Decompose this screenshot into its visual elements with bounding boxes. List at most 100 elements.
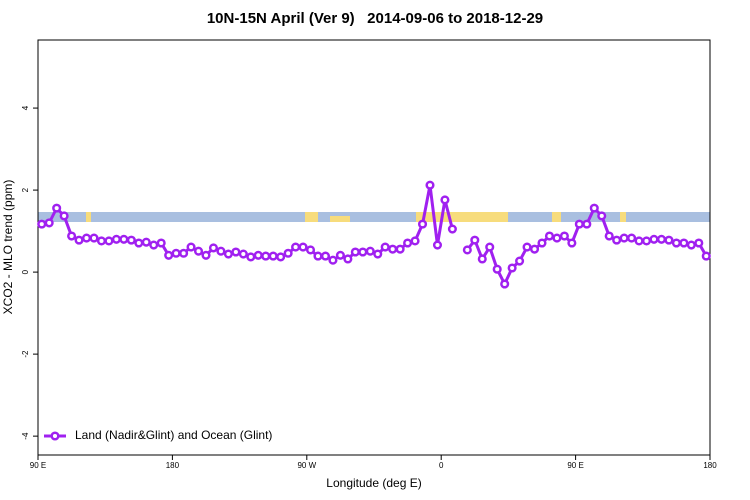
data-point (552, 233, 562, 243)
data-point (627, 233, 637, 243)
data-point (656, 234, 667, 244)
data-point (395, 244, 405, 254)
data-point (641, 236, 652, 246)
data-point (492, 264, 502, 274)
data-point (350, 247, 360, 257)
data-point (619, 233, 629, 243)
data-point (612, 235, 622, 245)
data-point (44, 218, 54, 228)
data-point (440, 195, 450, 205)
y-axis-label: XCO2 - MLO trend (ppm) (1, 180, 15, 315)
x-tick-label: 90 E (567, 461, 583, 470)
data-point (335, 250, 345, 260)
data-point (201, 250, 211, 260)
plot-frame (37, 39, 711, 456)
data-point (156, 238, 166, 248)
data-point (477, 254, 487, 264)
data-point (171, 248, 181, 258)
data-point (119, 234, 129, 244)
data-point (305, 245, 316, 255)
data-point (686, 240, 696, 250)
data-point (186, 242, 196, 252)
data-point (589, 203, 599, 213)
land-strip (620, 212, 626, 222)
y-tick-label: 2 (21, 187, 30, 192)
y-tick-label: 0 (21, 269, 30, 274)
data-point (522, 242, 532, 252)
data-point (126, 235, 136, 245)
data-point (358, 247, 368, 257)
data-point (111, 234, 121, 244)
data-point (410, 236, 420, 246)
data-point (298, 242, 308, 252)
data-point (559, 231, 569, 241)
data-point (403, 238, 413, 248)
data-point (291, 242, 301, 252)
data-point (529, 244, 540, 254)
data-point (500, 279, 510, 289)
data-point (149, 240, 159, 250)
ocean-strip (38, 212, 710, 222)
data-point (373, 249, 383, 259)
land-strip (552, 212, 561, 222)
data-point (67, 231, 77, 241)
data-point (313, 251, 323, 261)
data-point (37, 219, 47, 229)
data-point (604, 231, 614, 241)
data-point (664, 235, 674, 245)
data-point (179, 248, 189, 258)
data-point (544, 231, 555, 241)
land-strip (305, 212, 318, 222)
data-point (134, 238, 144, 248)
data-point (462, 245, 472, 255)
data-point (328, 255, 338, 265)
data-point (701, 251, 711, 261)
chart-title: 10N-15N April (Ver 9) 2014-09-06 to 2018… (207, 10, 543, 27)
data-point (141, 237, 151, 247)
data-point (164, 250, 174, 260)
x-axis-label: Longitude (deg E) (326, 476, 421, 490)
land-strip (330, 216, 350, 222)
data-point (231, 247, 241, 257)
data-point (388, 244, 398, 254)
legend-marker (50, 431, 60, 441)
data-point (537, 238, 547, 248)
data-point (694, 238, 704, 248)
data-point (679, 238, 689, 248)
y-tick-label: -4 (21, 432, 30, 440)
land-strip (86, 212, 91, 222)
data-point (597, 211, 607, 221)
data-point (246, 252, 256, 262)
data-point (268, 251, 278, 261)
x-tick-label: 0 (439, 461, 444, 470)
data-point (208, 243, 219, 253)
data-point (515, 256, 525, 266)
data-point (649, 234, 659, 244)
data-point (253, 250, 263, 260)
data-point (574, 219, 584, 229)
x-tick-label: 180 (703, 461, 717, 470)
land-strip (416, 212, 508, 222)
y-tick-label: -2 (21, 350, 30, 358)
map-strip (38, 212, 710, 222)
data-point (261, 251, 271, 261)
data-point (59, 211, 69, 221)
data-point (671, 238, 681, 248)
data-point (276, 252, 286, 262)
data-point (380, 242, 390, 252)
data-point (485, 242, 495, 252)
data-point (432, 240, 443, 250)
y-tick-label: 4 (21, 105, 30, 110)
data-point (96, 236, 107, 246)
x-tick-label: 90 W (297, 461, 316, 470)
data-point (634, 236, 644, 246)
data-point (283, 248, 293, 258)
data-point (216, 246, 226, 256)
data-point (52, 203, 62, 213)
data-point (223, 249, 233, 259)
data-point (582, 219, 592, 229)
data-point (81, 233, 92, 243)
data-point (74, 235, 84, 245)
data-point (320, 251, 331, 261)
